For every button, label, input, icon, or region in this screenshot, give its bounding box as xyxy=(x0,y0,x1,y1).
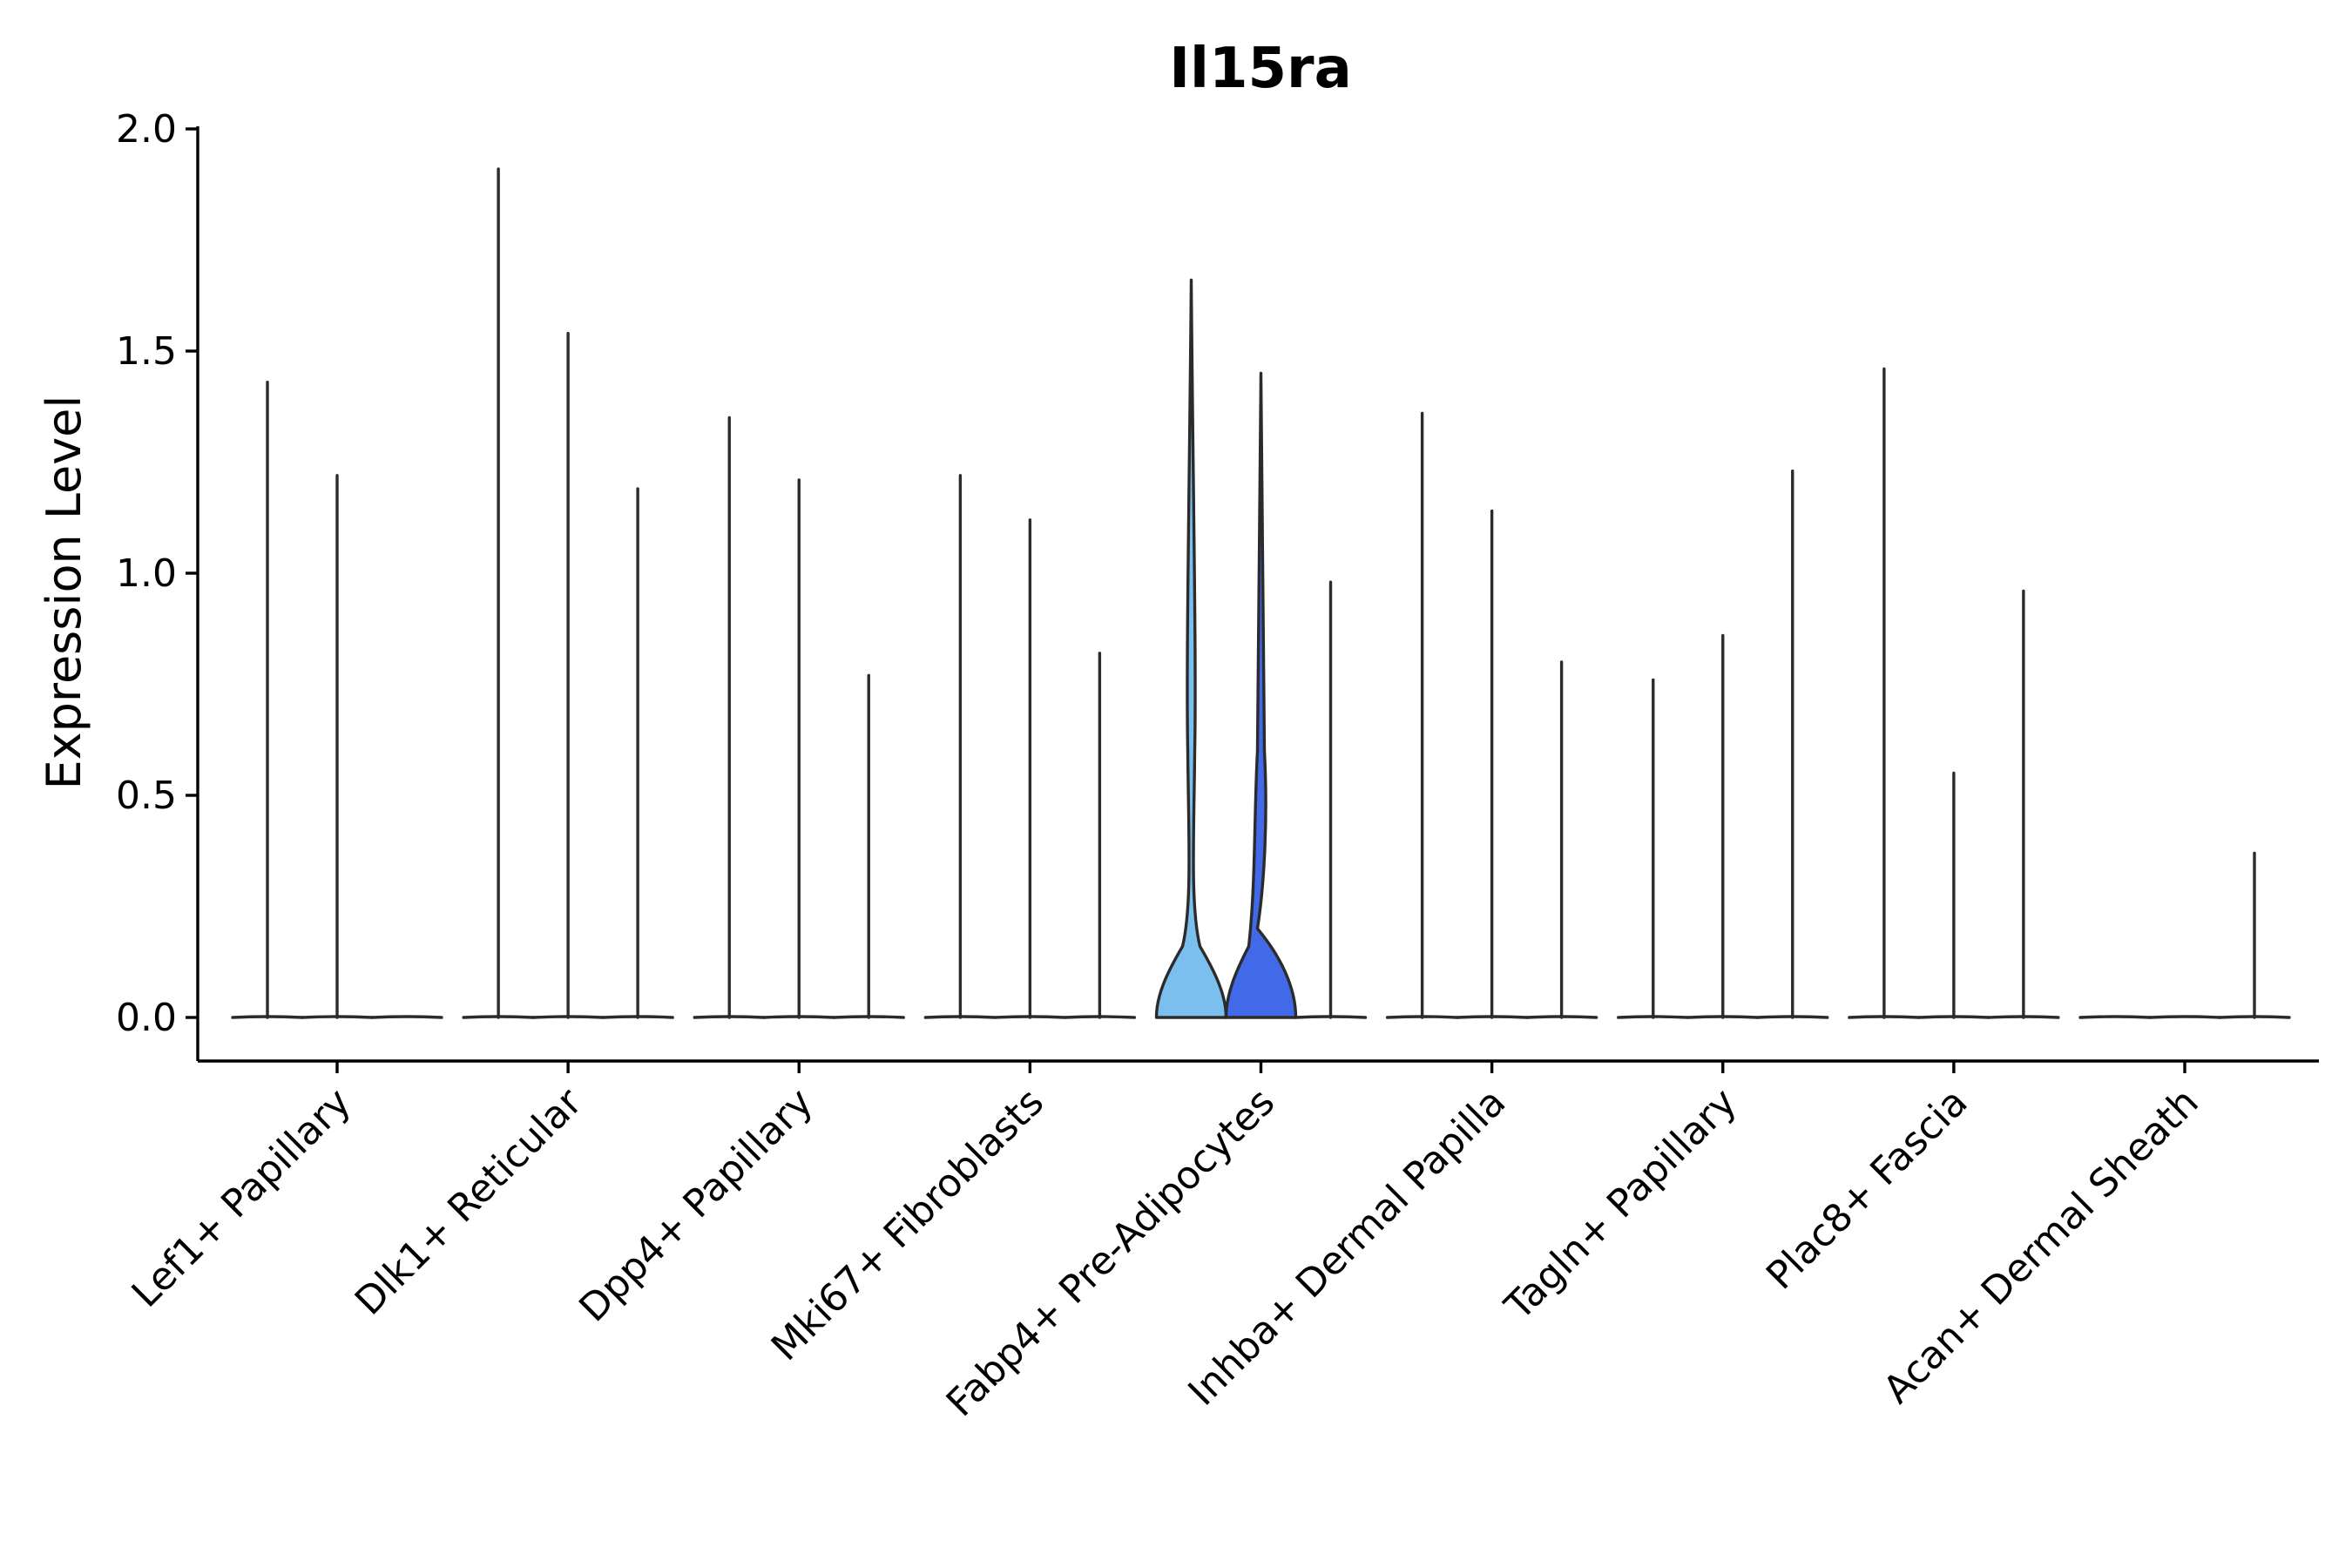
y-tick-label: 0.5 xyxy=(116,774,177,818)
x-tick-label: Dpp4+ Papillary xyxy=(571,1080,821,1331)
x-tick-label: Lef1+ Papillary xyxy=(124,1080,360,1316)
plot-area xyxy=(231,167,2291,1019)
violin-group xyxy=(1848,367,2060,1019)
violin-group xyxy=(2078,851,2291,1019)
x-tick-label: Dlk1+ Reticular xyxy=(347,1079,591,1324)
violin-group xyxy=(923,474,1137,1019)
x-tick-label: Plac8+ Fascia xyxy=(1758,1080,1977,1299)
chart-title: Il15ra xyxy=(1169,37,1352,101)
violin-group xyxy=(1617,470,1829,1019)
y-tick-label: 1.5 xyxy=(116,329,177,374)
y-axis-label: Expression Level xyxy=(37,395,91,790)
y-axis: 0.0 0.5 1.0 1.5 2.0 xyxy=(116,107,199,1061)
violin-group xyxy=(462,167,674,1019)
violin-group xyxy=(693,416,905,1019)
y-tick-label: 0.0 xyxy=(116,996,177,1040)
x-tick-label: Tagln+ Papillary xyxy=(1496,1080,1745,1329)
violin-group xyxy=(1154,278,1368,1019)
violin-body xyxy=(1154,278,1228,1019)
y-tick-label: 1.0 xyxy=(116,551,177,596)
violin-group xyxy=(231,381,443,1019)
violin-body xyxy=(1224,371,1298,1019)
violin-group xyxy=(1385,411,1598,1019)
y-tick-label: 2.0 xyxy=(116,107,177,152)
